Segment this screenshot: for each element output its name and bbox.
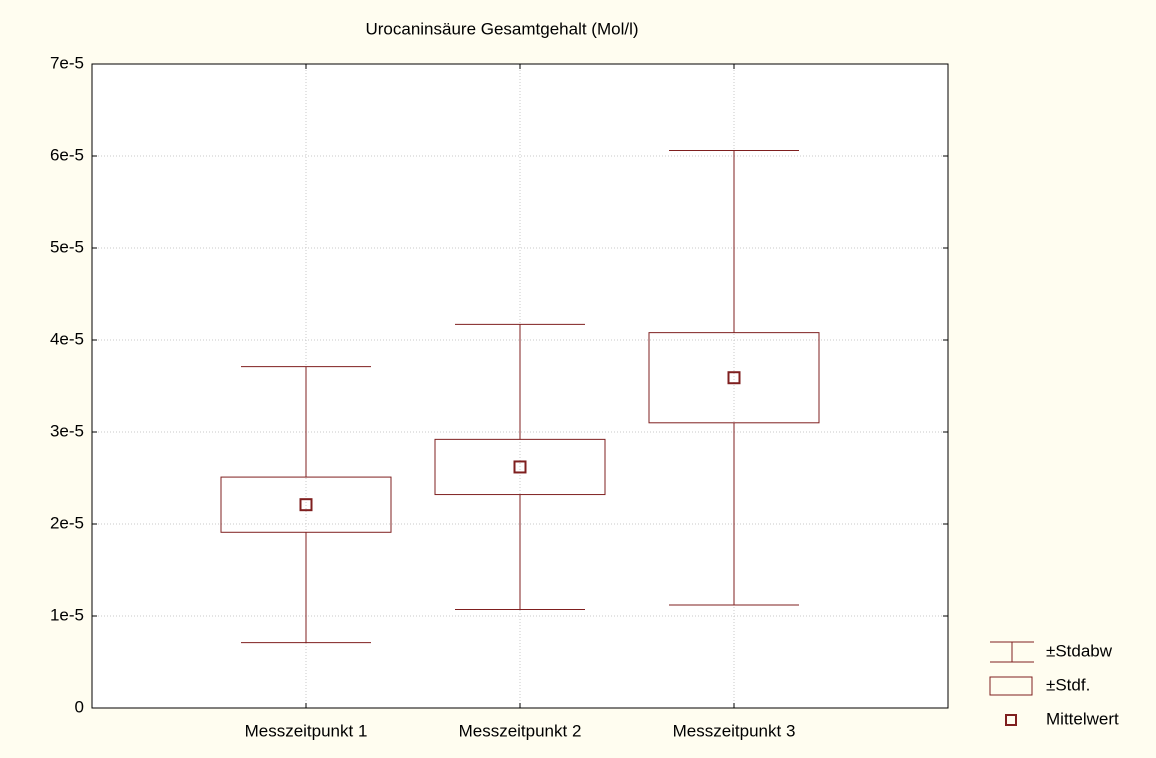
whisker	[241, 366, 371, 644]
mean-marker	[727, 371, 741, 385]
x-tick-label: Messzeitpunkt 1	[245, 721, 368, 740]
legend-icon	[989, 676, 1033, 696]
legend-label: ±Stdabw	[1046, 641, 1113, 660]
legend-label: ±Stdf.	[1046, 675, 1090, 694]
y-tick-label: 0	[75, 697, 84, 716]
box	[648, 332, 820, 424]
y-tick-label: 1e-5	[50, 605, 84, 624]
y-tick-label: 2e-5	[50, 513, 84, 532]
mean-marker	[513, 460, 527, 474]
box	[220, 476, 392, 533]
box	[434, 438, 606, 496]
y-tick-label: 3e-5	[50, 421, 84, 440]
x-tick-label: Messzeitpunkt 2	[459, 721, 582, 740]
mean-marker	[299, 498, 313, 512]
y-tick-label: 5e-5	[50, 237, 84, 256]
chart-title: Urocaninsäure Gesamtgehalt (Mol/l)	[365, 19, 638, 38]
plot-frame	[91, 63, 949, 709]
y-tick-label: 7e-5	[50, 53, 84, 72]
whisker	[455, 323, 585, 611]
legend-icon	[1005, 714, 1017, 726]
whisker	[669, 149, 799, 606]
y-tick-label: 4e-5	[50, 329, 84, 348]
x-tick-label: Messzeitpunkt 3	[673, 721, 796, 740]
y-tick-label: 6e-5	[50, 145, 84, 164]
legend-label: Mittelwert	[1046, 709, 1119, 728]
